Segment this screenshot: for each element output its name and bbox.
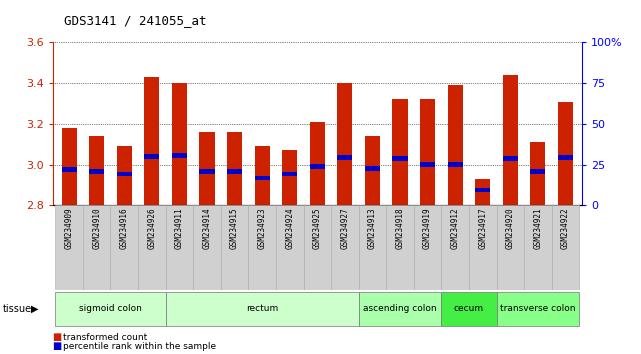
- Text: ▶: ▶: [31, 304, 38, 314]
- Bar: [227, 170, 242, 174]
- Text: GSM234914: GSM234914: [203, 208, 212, 250]
- Bar: [558, 102, 573, 205]
- Text: GSM234919: GSM234919: [423, 208, 432, 250]
- Bar: [172, 83, 187, 205]
- Bar: [144, 154, 160, 159]
- Bar: [227, 132, 242, 205]
- Bar: [337, 155, 353, 160]
- Bar: [420, 162, 435, 167]
- Bar: [62, 167, 77, 172]
- Bar: [392, 156, 408, 161]
- Bar: [442, 205, 469, 290]
- Bar: [144, 77, 160, 205]
- Text: cecum: cecum: [454, 304, 484, 313]
- Bar: [221, 205, 248, 290]
- Bar: [165, 205, 193, 290]
- Text: GSM234911: GSM234911: [175, 208, 184, 250]
- Bar: [530, 142, 545, 205]
- Bar: [447, 85, 463, 205]
- Text: GSM234915: GSM234915: [230, 208, 239, 250]
- Bar: [110, 205, 138, 290]
- Bar: [365, 136, 380, 205]
- Bar: [447, 162, 463, 167]
- Text: transverse colon: transverse colon: [500, 304, 576, 313]
- Bar: [55, 205, 83, 290]
- Bar: [193, 205, 221, 290]
- Text: percentile rank within the sample: percentile rank within the sample: [63, 342, 216, 351]
- Bar: [310, 164, 325, 169]
- Bar: [172, 153, 187, 158]
- Bar: [558, 155, 573, 160]
- Text: transformed count: transformed count: [63, 332, 147, 342]
- Bar: [475, 188, 490, 192]
- Bar: [530, 170, 545, 174]
- Text: GSM234917: GSM234917: [478, 208, 487, 250]
- Text: ascending colon: ascending colon: [363, 304, 437, 313]
- Bar: [117, 172, 132, 176]
- Bar: [442, 292, 497, 326]
- Bar: [392, 99, 408, 205]
- Bar: [89, 170, 104, 174]
- Text: GSM234921: GSM234921: [533, 208, 542, 250]
- Bar: [62, 128, 77, 205]
- Bar: [117, 146, 132, 205]
- Bar: [469, 205, 497, 290]
- Bar: [337, 83, 353, 205]
- Text: GSM234923: GSM234923: [258, 208, 267, 250]
- Bar: [254, 176, 270, 180]
- Bar: [475, 179, 490, 205]
- Text: sigmoid colon: sigmoid colon: [79, 304, 142, 313]
- Text: rectum: rectum: [246, 304, 278, 313]
- Text: GSM234912: GSM234912: [451, 208, 460, 250]
- Bar: [248, 205, 276, 290]
- Bar: [55, 292, 165, 326]
- Bar: [282, 172, 297, 176]
- Bar: [254, 146, 270, 205]
- Bar: [165, 292, 359, 326]
- Bar: [83, 205, 110, 290]
- Text: GSM234926: GSM234926: [147, 208, 156, 250]
- Bar: [420, 99, 435, 205]
- Bar: [303, 205, 331, 290]
- Bar: [497, 292, 579, 326]
- Text: GSM234924: GSM234924: [285, 208, 294, 250]
- Text: GSM234913: GSM234913: [368, 208, 377, 250]
- Bar: [359, 292, 442, 326]
- Text: GSM234910: GSM234910: [92, 208, 101, 250]
- Bar: [503, 75, 518, 205]
- Bar: [414, 205, 442, 290]
- Bar: [365, 166, 380, 171]
- Bar: [387, 205, 414, 290]
- Bar: [138, 205, 165, 290]
- Text: GSM234927: GSM234927: [340, 208, 349, 250]
- Text: GSM234920: GSM234920: [506, 208, 515, 250]
- Text: GSM234922: GSM234922: [561, 208, 570, 250]
- Text: GSM234925: GSM234925: [313, 208, 322, 250]
- Bar: [524, 205, 552, 290]
- Bar: [199, 170, 215, 174]
- Bar: [282, 150, 297, 205]
- Text: GSM234916: GSM234916: [120, 208, 129, 250]
- Text: GDS3141 / 241055_at: GDS3141 / 241055_at: [64, 14, 206, 27]
- Bar: [89, 136, 104, 205]
- Bar: [359, 205, 387, 290]
- Text: ■: ■: [53, 341, 62, 351]
- Bar: [199, 132, 215, 205]
- Text: GSM234909: GSM234909: [65, 208, 74, 250]
- Text: GSM234918: GSM234918: [395, 208, 404, 250]
- Bar: [497, 205, 524, 290]
- Bar: [310, 122, 325, 205]
- Bar: [331, 205, 359, 290]
- Text: ■: ■: [53, 332, 62, 342]
- Bar: [276, 205, 303, 290]
- Text: tissue: tissue: [3, 304, 32, 314]
- Bar: [552, 205, 579, 290]
- Bar: [503, 156, 518, 161]
